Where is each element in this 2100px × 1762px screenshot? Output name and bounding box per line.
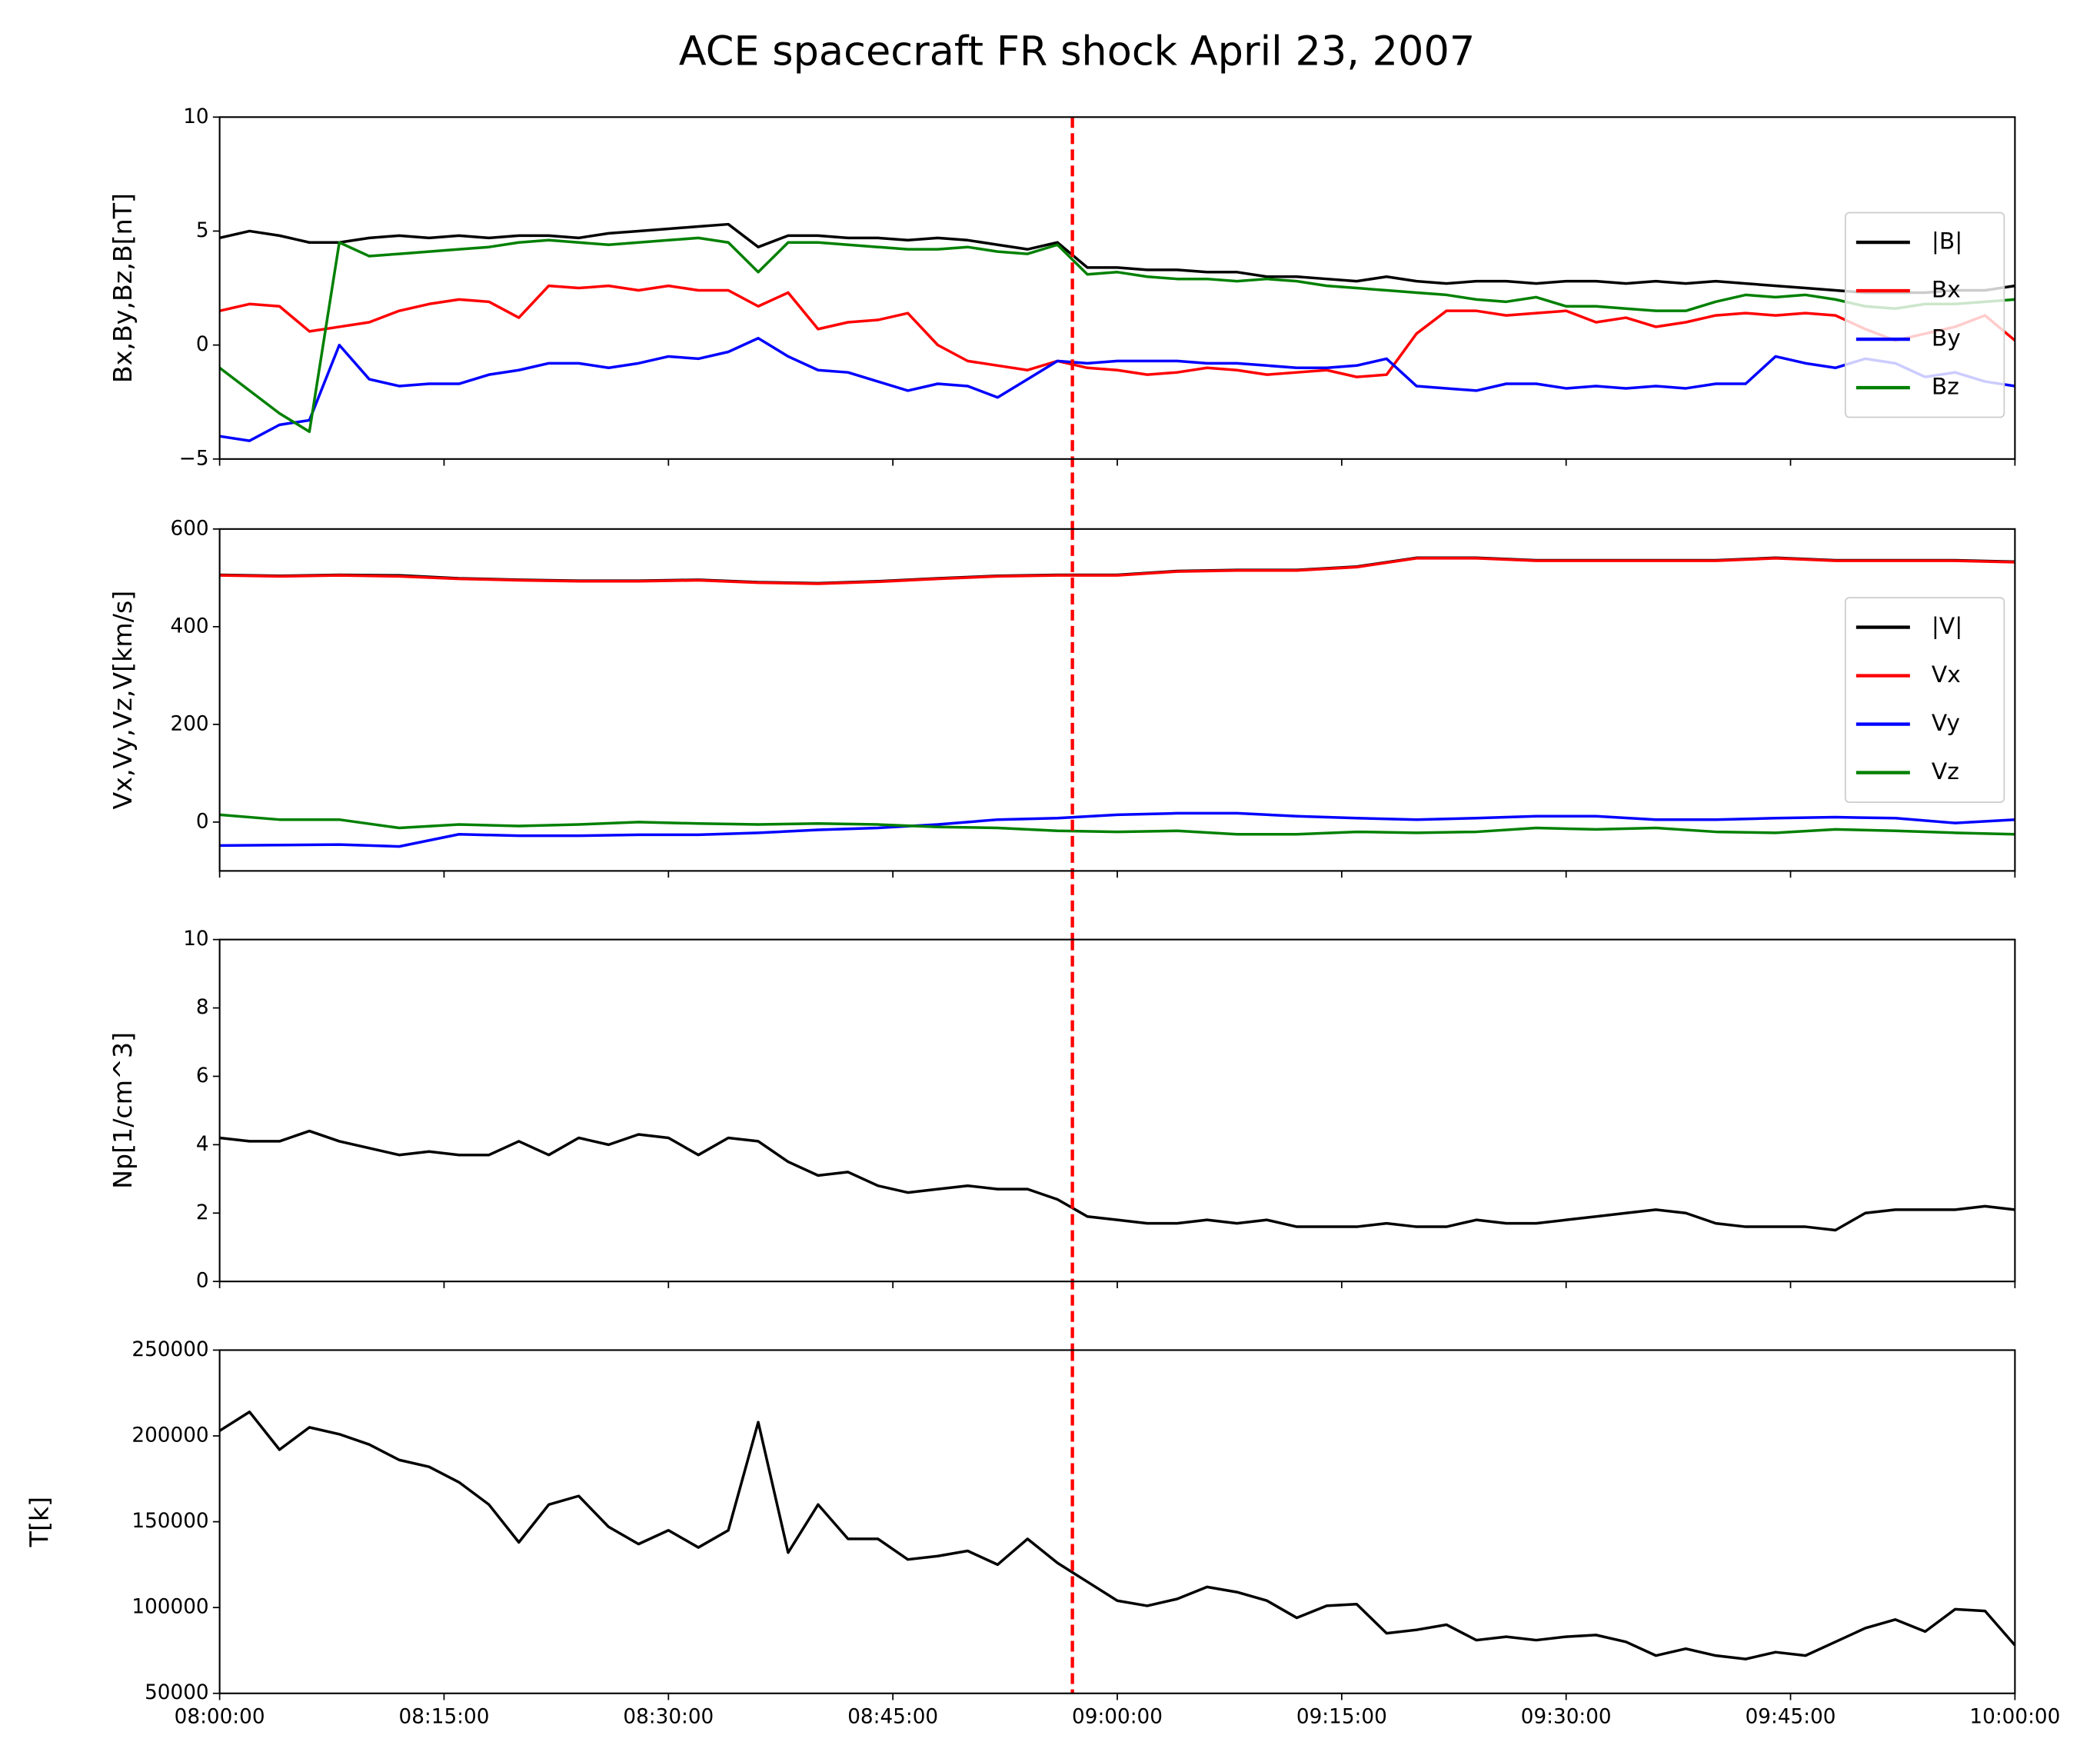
legend-label: |V| bbox=[1932, 613, 1962, 640]
x-tick-label: 09:15:00 bbox=[1296, 1706, 1387, 1729]
series-line bbox=[219, 336, 2015, 442]
axes-frame bbox=[218, 528, 2016, 872]
axes-frame bbox=[218, 1349, 2016, 1694]
legend-box bbox=[1844, 597, 2005, 803]
legend-label: Vy bbox=[1932, 710, 1960, 737]
y-tick-label: 0 bbox=[196, 810, 209, 833]
y-axis-label: Bx,By,Bz,B[nT] bbox=[108, 193, 138, 383]
chart-title: ACE spacecraft FR shock April 23, 2007 bbox=[679, 28, 1476, 75]
y-tick-label: 100000 bbox=[131, 1596, 208, 1619]
y-tick-label: 600 bbox=[171, 517, 209, 540]
y-tick-label: 6 bbox=[196, 1064, 209, 1088]
y-tick-label: 150000 bbox=[131, 1510, 208, 1533]
y-tick-label: 200 bbox=[171, 712, 209, 735]
y-axis-label: T[k] bbox=[24, 1497, 54, 1548]
y-tick-label: 400 bbox=[171, 615, 209, 638]
x-tick-label: 08:00:00 bbox=[175, 1706, 265, 1729]
y-tick-label: 10 bbox=[183, 928, 208, 951]
x-tick-label: 09:30:00 bbox=[1521, 1706, 1612, 1729]
y-axis-label: Vx,Vy,Vz,V[km/s] bbox=[108, 591, 138, 810]
legend-label: Vx bbox=[1932, 661, 1961, 688]
series-line bbox=[218, 236, 2015, 434]
series-line bbox=[219, 284, 2016, 378]
x-tick-label: 08:30:00 bbox=[623, 1706, 714, 1729]
x-tick-label: 09:00:00 bbox=[1072, 1706, 1163, 1729]
y-tick-label: 8 bbox=[196, 996, 209, 1019]
series-line bbox=[219, 813, 2015, 836]
x-tick-label: 10:00:00 bbox=[1969, 1706, 2060, 1729]
y-tick-label: 4 bbox=[196, 1133, 209, 1156]
legend-box bbox=[1844, 212, 2005, 418]
y-tick-label: 0 bbox=[196, 333, 209, 356]
legend-label: Bx bbox=[1932, 277, 1961, 304]
series-line bbox=[219, 811, 2015, 848]
legend-label: By bbox=[1932, 325, 1961, 352]
y-tick-label: 2 bbox=[196, 1201, 209, 1224]
y-tick-label: 10 bbox=[183, 105, 208, 128]
y-tick-label: 5 bbox=[196, 219, 209, 242]
y-tick-label: 0 bbox=[196, 1270, 209, 1293]
legend-label: Bz bbox=[1932, 374, 1959, 401]
x-tick-label: 08:45:00 bbox=[847, 1706, 938, 1729]
axes-frame bbox=[218, 938, 2016, 1283]
y-tick-label: −5 bbox=[179, 447, 209, 470]
series-line bbox=[219, 222, 2015, 295]
axes-frame bbox=[218, 116, 2016, 460]
y-axis-label: Np[1/cm^3] bbox=[108, 1032, 138, 1189]
series-line bbox=[219, 557, 2015, 585]
series-line bbox=[218, 1411, 2016, 1660]
y-tick-label: 250000 bbox=[131, 1338, 208, 1361]
series-line bbox=[219, 1129, 2015, 1232]
legend-label: Vz bbox=[1932, 758, 1959, 785]
x-tick-label: 09:45:00 bbox=[1746, 1706, 1836, 1729]
legend-label: |B| bbox=[1932, 228, 1962, 255]
y-tick-label: 50000 bbox=[145, 1681, 209, 1704]
x-tick-label: 08:15:00 bbox=[399, 1706, 490, 1729]
y-tick-label: 200000 bbox=[131, 1424, 208, 1447]
